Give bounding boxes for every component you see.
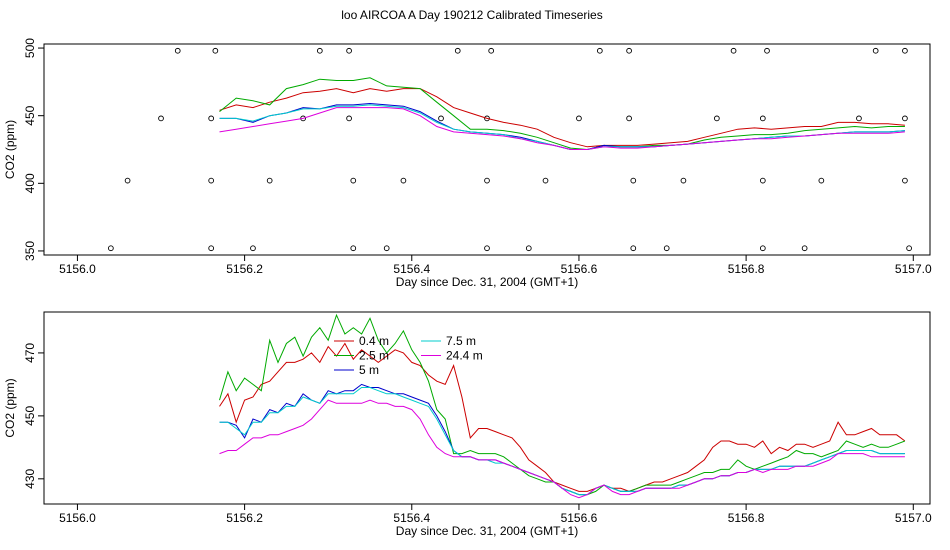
marker-point <box>158 115 164 122</box>
marker-point <box>488 47 495 54</box>
marker-point <box>630 245 637 252</box>
marker-point <box>383 245 390 252</box>
series-line-24-4-m <box>219 107 905 150</box>
marker-point <box>438 115 444 122</box>
marker-point <box>872 47 879 54</box>
y-axis-label: CO2 (ppm) <box>3 120 17 179</box>
marker-point <box>346 115 352 122</box>
legend-label: 24.4 m <box>446 349 483 363</box>
marker-point <box>801 245 808 252</box>
x-tick-label: 5157.0 <box>895 262 932 276</box>
y-tick-label: 500 <box>23 38 37 58</box>
series-line-7-5-m <box>219 387 905 496</box>
marker-point <box>484 177 490 184</box>
x-axis-label: Day since Dec. 31, 2004 (GMT+1) <box>396 275 578 289</box>
y-tick-label: 400 <box>23 173 37 193</box>
x-tick-label: 5156.8 <box>728 511 765 525</box>
marker-point <box>542 177 549 184</box>
marker-point <box>346 47 352 54</box>
marker-point <box>484 245 490 252</box>
plot-area <box>108 47 912 252</box>
marker-point <box>759 115 766 122</box>
y-tick-label: 450 <box>23 105 37 125</box>
marker-point <box>626 115 632 122</box>
marker-point <box>124 177 131 184</box>
x-tick-label: 5156.2 <box>226 262 263 276</box>
top-panel: 5156.0 5156.2 5156.4 5156.6 5156.8 5157.0 350 4… <box>3 38 932 289</box>
figure-title: loo AIRCOA A Day 190212 Calibrated Times… <box>341 8 602 22</box>
marker-point <box>680 177 687 184</box>
y-tick-label: 430 <box>23 468 37 488</box>
plot-area <box>219 313 906 499</box>
marker-point <box>856 115 862 122</box>
x-tick-label: 5156.0 <box>59 511 96 525</box>
series-line-0-4-m <box>219 342 906 492</box>
x-tick-label: 5156.4 <box>393 511 430 525</box>
x-axis-label: Day since Dec. 31, 2004 (GMT+1) <box>396 524 578 538</box>
series-line-24-4-m <box>219 399 905 499</box>
marker-point <box>663 245 670 252</box>
marker-point <box>576 115 582 122</box>
marker-point <box>350 177 357 184</box>
marker-point <box>714 115 720 122</box>
marker-point <box>250 245 256 252</box>
x-tick-label: 5157.0 <box>895 511 932 525</box>
marker-point <box>759 177 766 184</box>
series-line-2-5-m <box>219 313 906 496</box>
y-axis-label: CO2 (ppm) <box>3 378 17 437</box>
y-tick-label: 350 <box>23 241 37 261</box>
y-tick-label: 450 <box>23 406 37 426</box>
x-tick-label: 5156.0 <box>59 262 96 276</box>
marker-point <box>764 47 770 54</box>
marker-point <box>484 115 490 122</box>
legend-label: 0.4 m <box>359 334 389 348</box>
marker-point <box>525 245 532 252</box>
marker-point <box>316 47 323 54</box>
marker-point <box>626 47 632 54</box>
marker-point <box>400 177 407 184</box>
marker-point <box>208 177 215 184</box>
marker-point <box>902 47 908 54</box>
marker-point <box>454 47 461 54</box>
marker-point <box>730 47 737 54</box>
marker-point <box>108 245 114 252</box>
bottom-panel: 5156.0 5156.2 5156.4 5156.6 5156.8 5157.0 430 4… <box>3 311 932 538</box>
marker-point <box>596 47 603 54</box>
x-tick-label: 5156.4 <box>393 262 430 276</box>
marker-point <box>208 245 215 252</box>
marker-point <box>208 115 215 122</box>
series-line-2-5-m <box>219 77 905 151</box>
marker-point <box>350 245 357 252</box>
x-tick-label: 5156.6 <box>561 511 598 525</box>
marker-point <box>266 177 273 184</box>
legend-label: 5 m <box>359 363 379 377</box>
marker-point <box>759 245 766 252</box>
legend: 0.4 m2.5 m5 m 7.5 m24.4 m <box>334 334 483 377</box>
x-tick-label: 5156.2 <box>226 511 263 525</box>
marker-point <box>174 47 181 54</box>
y-tick-label: 470 <box>23 343 37 363</box>
marker-point <box>818 177 825 184</box>
marker-point <box>906 245 912 252</box>
plot-frame <box>43 43 931 256</box>
legend-label: 7.5 m <box>446 334 476 348</box>
marker-point <box>902 115 908 122</box>
plot-frame <box>43 311 931 505</box>
x-tick-label: 5156.8 <box>728 262 765 276</box>
marker-point <box>630 177 637 184</box>
x-tick-label: 5156.6 <box>561 262 598 276</box>
marker-point <box>212 47 219 54</box>
marker-point <box>902 177 908 184</box>
legend-label: 2.5 m <box>359 349 389 363</box>
series-line-0-4-m <box>219 88 905 148</box>
